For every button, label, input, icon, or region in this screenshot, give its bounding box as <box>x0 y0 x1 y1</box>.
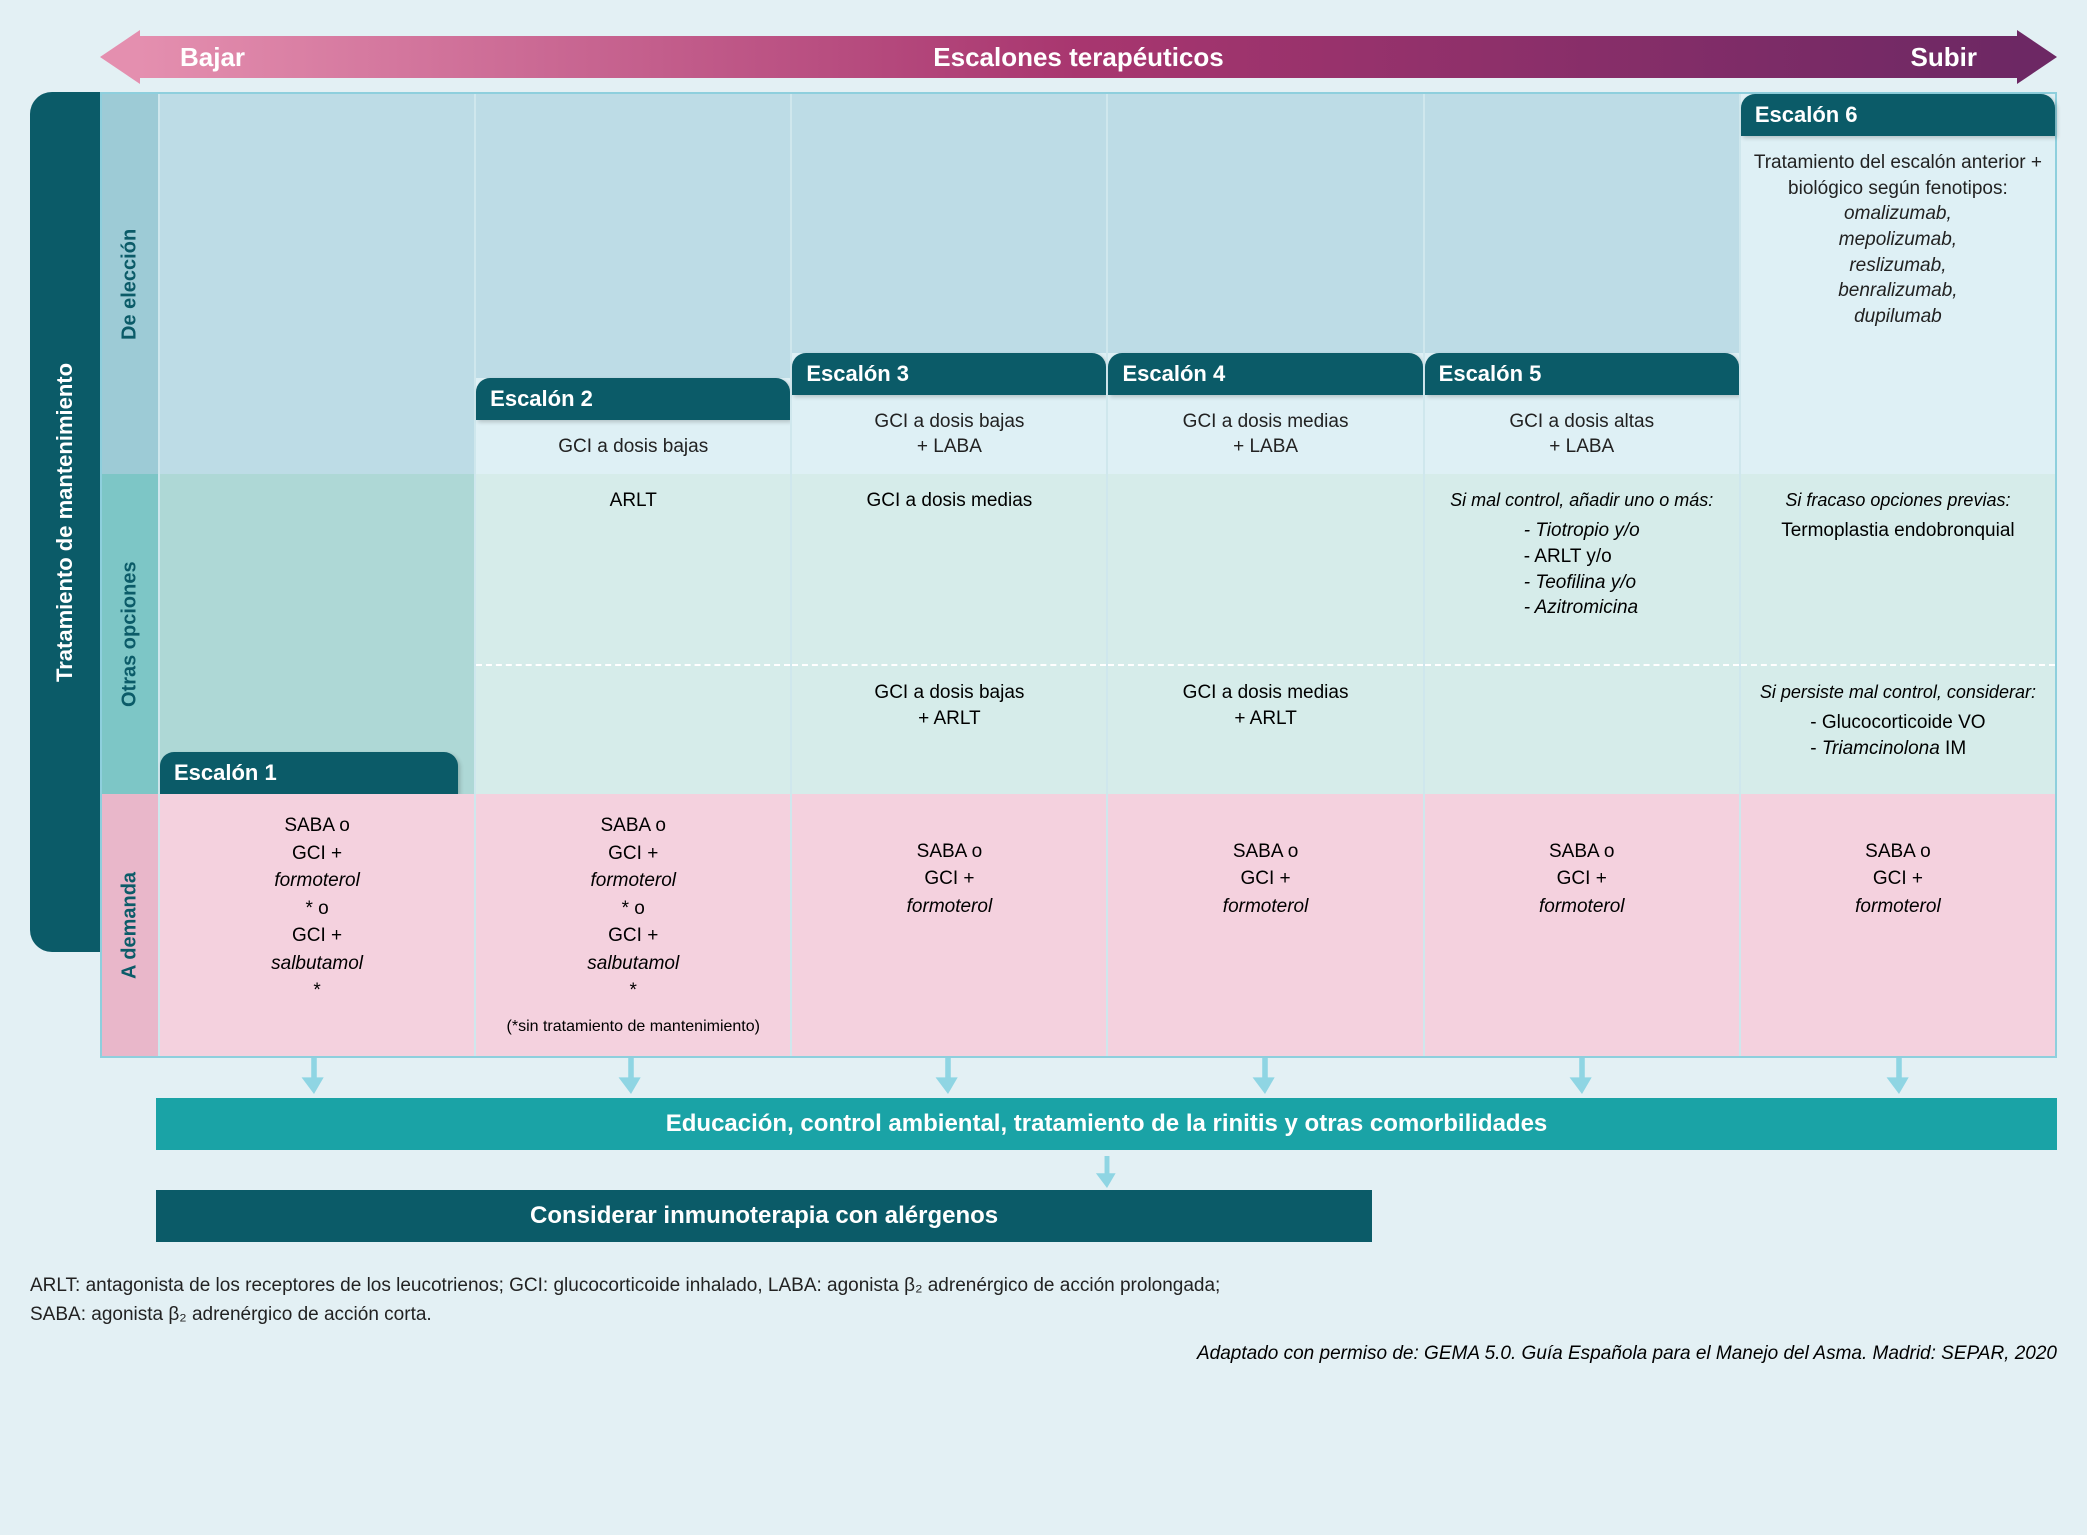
s6-b-item-1: - Triamcinolona IM <box>1810 736 1985 762</box>
body-s4: GCI a dosis medias + LABA <box>1108 395 1422 474</box>
s6-otras-a: Si fracaso opciones previas: Termoplasti… <box>1741 474 2055 558</box>
cell-s1-otras-b: Escalón 1 <box>158 664 474 794</box>
card-s3: Escalón 3 GCI a dosis bajas + LABA <box>792 353 1106 474</box>
body-s6: Tratamiento del escalón anterior + bioló… <box>1741 136 2055 343</box>
down-arrow-2 <box>473 1058 790 1098</box>
down-arrow-4 <box>1107 1058 1424 1098</box>
s6-b-item-0: - Glucocorticoide VO <box>1810 710 1985 736</box>
rowlabel-otras: Otras opciones <box>102 474 158 794</box>
center-down-arrow <box>156 1156 2057 1190</box>
bar-immunotherapy: Considerar inmunoterapia con alérgenos <box>156 1190 1372 1242</box>
s1-demanda: SABA oGCI + formoterol* oGCI + salbutamo… <box>160 794 474 1023</box>
s3-otras-a: GCI a dosis medias <box>792 474 1106 528</box>
step-grid: De elección Escalón 2 GCI a dosis bajas … <box>100 92 2057 1058</box>
hdr-s4: Escalón 4 <box>1108 353 1422 395</box>
bar-education: Educación, control ambiental, tratamient… <box>156 1098 2057 1150</box>
hdr-s6: Escalón 6 <box>1741 94 2055 136</box>
sidebar: Tratamiento de mantenimiento <box>30 92 100 1058</box>
cell-s4-demanda: SABA oGCI + formoterol <box>1106 794 1422 1056</box>
s2-demanda: SABA oGCI + formoterol* oGCI + salbutamo… <box>476 794 790 1056</box>
s2-otras-a: ARLT <box>476 474 790 528</box>
hdr-s3: Escalón 3 <box>792 353 1106 395</box>
cell-s6-demanda: SABA oGCI + formoterol <box>1739 794 2055 1056</box>
cell-s1-demanda: SABA oGCI + formoterol* oGCI + salbutamo… <box>158 794 474 1056</box>
down-arrow-6 <box>1740 1058 2057 1098</box>
cell-s3-eleccion: Escalón 3 GCI a dosis bajas + LABA <box>790 94 1106 474</box>
s6-items: omalizumab, mepolizumab, reslizumab, ben… <box>1838 203 1957 327</box>
card-s4: Escalón 4 GCI a dosis medias + LABA <box>1108 353 1422 474</box>
s4-otras-b: GCI a dosis medias + ARLT <box>1108 666 1422 745</box>
rowlabel-demanda: A demanda <box>102 794 158 1056</box>
cell-s1-otras-a <box>158 474 474 664</box>
hdr-s5: Escalón 5 <box>1425 353 1739 395</box>
tab-mantenimiento: Tratamiento de mantenimiento <box>30 92 100 952</box>
s6-intro: Tratamiento del escalón anterior + bioló… <box>1754 152 2042 199</box>
s6-otras-b: Si persiste mal control, considerar: - G… <box>1741 666 2055 776</box>
arrow-body: Bajar Escalones terapéuticos Subir <box>140 36 2017 78</box>
s3-demanda: SABA oGCI + formoterol <box>792 794 1106 964</box>
s4-demanda: SABA oGCI + formoterol <box>1108 794 1422 964</box>
cell-s6-eleccion: Escalón 6 Tratamiento del escalón anteri… <box>1739 94 2055 474</box>
s2-demanda-note: (*sin tratamiento de mantenimiento) <box>507 1015 760 1038</box>
arrow-tip-left-icon <box>100 30 140 84</box>
cell-s1-eleccion <box>158 94 474 474</box>
cell-s4-otras-b: GCI a dosis medias + ARLT <box>1106 664 1422 794</box>
arrow-label-right: Subir <box>1911 42 1977 73</box>
legend-line1: ARLT: antagonista de los receptores de l… <box>30 1272 2057 1301</box>
arrow-label-left: Bajar <box>180 42 245 73</box>
cell-s5-eleccion: Escalón 5 GCI a dosis altas + LABA <box>1423 94 1739 474</box>
cell-s3-otras-a: GCI a dosis medias <box>790 474 1106 664</box>
rowlabel-eleccion: De elección <box>102 94 158 474</box>
card-s2: Escalón 2 GCI a dosis bajas <box>476 378 790 474</box>
cell-s2-otras-b <box>474 664 790 794</box>
cell-s2-otras-a: ARLT <box>474 474 790 664</box>
s6-otras-a-text: Termoplastia endobronquial <box>1781 518 2014 544</box>
s6-demanda: SABA oGCI + formoterol <box>1741 794 2055 964</box>
legend-line2: SABA: agonista β₂ adrenérgico de acción … <box>30 1301 2057 1330</box>
hdr-s1: Escalón 1 <box>160 752 458 794</box>
down-arrows-row <box>156 1058 2057 1098</box>
s5-item-0: - Tiotropio y/o <box>1524 518 1640 544</box>
main-row: Tratamiento de mantenimiento De elección… <box>30 92 2057 1058</box>
s5-otras-list: - Tiotropio y/o - ARLT y/o - Teofilina y… <box>1524 518 1640 621</box>
arrow-tip-right-icon <box>2017 30 2057 84</box>
cell-s5-otras-a: Si mal control, añadir uno o más: - Tiot… <box>1423 474 1739 664</box>
s3-otras-b: GCI a dosis bajas + ARLT <box>792 666 1106 745</box>
s5-otras-note: Si mal control, añadir uno o más: <box>1450 488 1713 512</box>
arrow-label-center: Escalones terapéuticos <box>933 42 1223 73</box>
body-s5: GCI a dosis altas + LABA <box>1425 395 1739 474</box>
cell-s4-eleccion: Escalón 4 GCI a dosis medias + LABA <box>1106 94 1422 474</box>
cell-s3-otras-b: GCI a dosis bajas + ARLT <box>790 664 1106 794</box>
s6-otras-a-note: Si fracaso opciones previas: <box>1785 488 2010 512</box>
cell-s3-demanda: SABA oGCI + formoterol <box>790 794 1106 1056</box>
cell-s4-otras-a <box>1106 474 1422 664</box>
cell-s5-otras-b <box>1423 664 1739 794</box>
cell-s2-eleccion: Escalón 2 GCI a dosis bajas <box>474 94 790 474</box>
down-arrow-5 <box>1423 1058 1740 1098</box>
s5-item-1: - ARLT y/o <box>1524 544 1640 570</box>
cell-s5-demanda: SABA oGCI + formoterol <box>1423 794 1739 1056</box>
down-arrow-1 <box>156 1058 473 1098</box>
diagram-container: Bajar Escalones terapéuticos Subir Trata… <box>30 30 2057 1365</box>
s5-otras-a: Si mal control, añadir uno o más: - Tiot… <box>1425 474 1739 635</box>
card-s5: Escalón 5 GCI a dosis altas + LABA <box>1425 353 1739 474</box>
source-line: Adaptado con permiso de: GEMA 5.0. Guía … <box>30 1343 2057 1365</box>
s5-item-2: - Teofilina y/o <box>1524 570 1640 596</box>
hdr-s2: Escalón 2 <box>476 378 790 420</box>
body-s3: GCI a dosis bajas + LABA <box>792 395 1106 474</box>
card-s6: Escalón 6 Tratamiento del escalón anteri… <box>1741 94 2055 474</box>
legend: ARLT: antagonista de los receptores de l… <box>30 1272 2057 1329</box>
cell-s6-otras-b: Si persiste mal control, considerar: - G… <box>1739 664 2055 794</box>
cell-s6-otras-a: Si fracaso opciones previas: Termoplasti… <box>1739 474 2055 664</box>
s5-item-3: - Azitromicina <box>1524 595 1640 621</box>
body-s2: GCI a dosis bajas <box>476 420 790 474</box>
s5-demanda: SABA oGCI + formoterol <box>1425 794 1739 964</box>
header-arrow: Bajar Escalones terapéuticos Subir <box>100 30 2057 84</box>
s6-otras-b-note: Si persiste mal control, considerar: <box>1760 680 2036 704</box>
down-arrow-3 <box>790 1058 1107 1098</box>
cell-s2-demanda: SABA oGCI + formoterol* oGCI + salbutamo… <box>474 794 790 1056</box>
